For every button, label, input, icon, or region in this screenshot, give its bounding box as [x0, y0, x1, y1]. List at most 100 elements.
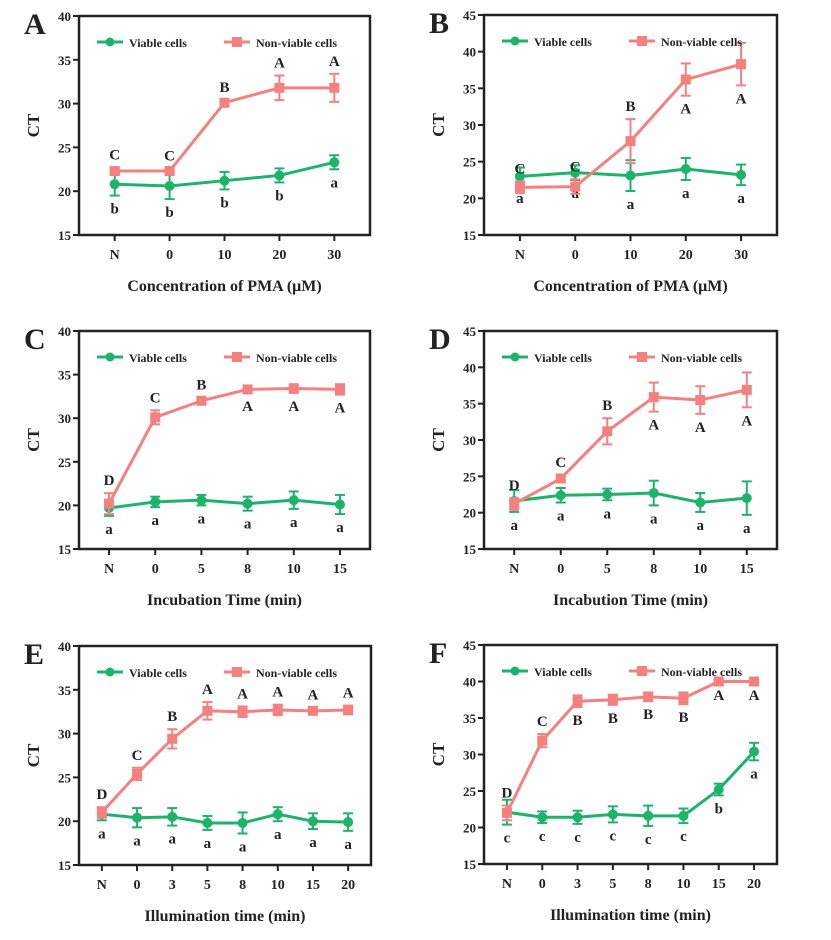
data-point-viable	[736, 169, 747, 180]
legend-marker-viable	[510, 666, 520, 676]
legend-marker-nonviable	[637, 352, 647, 362]
y-tick-label: 25	[463, 784, 477, 799]
x-axis-label: Incabution Time (min)	[553, 592, 708, 609]
legend-label: Viable cells	[129, 666, 187, 680]
y-tick-label: 45	[463, 638, 477, 653]
significance-letter: c	[504, 831, 511, 847]
significance-letter: c	[610, 828, 617, 844]
x-tick-label: 20	[747, 877, 761, 892]
x-tick-label: 10	[693, 562, 707, 577]
significance-letter: a	[331, 175, 339, 191]
data-point-viable	[109, 179, 120, 190]
plot-frame	[77, 644, 373, 867]
y-axis-label: CT	[24, 113, 43, 137]
data-point-nonviable	[572, 696, 583, 707]
data-point-nonviable	[537, 735, 548, 746]
significance-letter: D	[104, 473, 115, 489]
significance-letter: a	[603, 506, 611, 522]
x-axis-label: Concentration of PMA (μM)	[533, 278, 727, 295]
x-tick-label: 8	[650, 562, 657, 577]
legend-marker-viable	[510, 36, 520, 46]
x-tick-label: 15	[740, 562, 754, 577]
significance-letter: D	[509, 478, 520, 494]
y-tick-label: 25	[463, 469, 477, 484]
legend-marker-viable	[510, 352, 520, 362]
x-tick-label: 10	[624, 248, 638, 263]
data-point-viable	[242, 498, 253, 509]
x-tick-label: 10	[271, 878, 285, 893]
y-tick-label: 30	[463, 118, 476, 133]
series-line-viable	[514, 491, 747, 505]
y-tick-label: 35	[463, 397, 477, 412]
data-point-viable	[695, 497, 706, 508]
panel-letter: D	[429, 323, 451, 356]
significance-letter: a	[198, 511, 206, 527]
x-tick-label: 8	[645, 877, 652, 892]
data-point-nonviable	[329, 82, 340, 93]
significance-letter: B	[643, 707, 653, 723]
data-point-viable	[329, 157, 340, 168]
significance-letter: A	[242, 399, 253, 415]
x-tick-label: 10	[218, 248, 232, 263]
data-point-viable	[680, 164, 691, 174]
data-point-nonviable	[288, 383, 299, 394]
data-point-viable	[570, 167, 581, 178]
significance-letter: a	[743, 521, 751, 537]
significance-letter: a	[627, 197, 635, 213]
x-tick-label: N	[509, 562, 519, 577]
panel-A: A 15 20 25 30 35 40 N 0 10 20 30 Concentration of PM…	[24, 8, 372, 295]
data-point-viable	[749, 746, 760, 757]
series-line-nonviable	[107, 387, 341, 505]
y-tick-label: 45	[463, 8, 477, 23]
y-axis-label: CT	[24, 743, 43, 767]
y-tick-label: 15	[463, 228, 477, 243]
data-point-viable	[307, 816, 318, 827]
significance-letter: a	[151, 513, 159, 529]
significance-letter: A	[272, 685, 283, 701]
data-point-viable	[237, 817, 248, 828]
data-point-nonviable	[749, 676, 760, 687]
legend-label: Non-viable cells	[256, 666, 337, 680]
x-tick-label: 0	[539, 877, 546, 892]
series-line-nonviable	[513, 388, 748, 506]
significance-letter: a	[650, 511, 658, 527]
x-tick-label: 3	[169, 878, 176, 893]
y-tick-label: 15	[463, 542, 477, 557]
significance-letter: A	[343, 686, 354, 702]
panel-letter: A	[24, 8, 46, 41]
significance-letter: B	[602, 398, 612, 414]
x-tick-label: 5	[609, 877, 616, 892]
y-tick-label: 15	[58, 858, 72, 873]
legend-marker-viable	[105, 352, 115, 362]
data-point-nonviable	[695, 395, 706, 406]
x-tick-label: 30	[734, 248, 748, 263]
data-point-nonviable	[570, 181, 581, 192]
x-tick-label: 8	[239, 878, 246, 893]
significance-letter: c	[645, 832, 652, 848]
legend-label: Non-viable cells	[256, 36, 337, 50]
significance-letter: C	[150, 390, 161, 406]
significance-letter: B	[625, 99, 635, 115]
panel-C: C 15 20 25 30 35 40 N 0 5 8 10 15 Incubation Time (mi…	[24, 323, 372, 609]
data-point-viable	[643, 810, 654, 821]
data-point-viable	[196, 495, 207, 506]
significance-letter: a	[697, 518, 705, 534]
y-tick-label: 20	[58, 498, 71, 513]
significance-letter: c	[680, 829, 687, 845]
legend-label: Viable cells	[129, 351, 187, 365]
significance-letter: a	[133, 833, 141, 849]
x-tick-label: 5	[604, 562, 611, 577]
data-point-nonviable	[96, 807, 107, 818]
significance-letter: A	[202, 682, 213, 698]
significance-letter: a	[239, 839, 247, 855]
y-tick-label: 25	[58, 455, 72, 470]
significance-letter: A	[680, 102, 691, 118]
significance-letter: C	[164, 148, 175, 164]
data-point-nonviable	[514, 182, 525, 193]
legend-marker-nonviable	[637, 666, 647, 676]
significance-letter: A	[308, 687, 319, 703]
legend-marker-viable	[105, 667, 115, 677]
data-point-nonviable	[104, 498, 115, 509]
x-tick-label: N	[515, 248, 525, 263]
